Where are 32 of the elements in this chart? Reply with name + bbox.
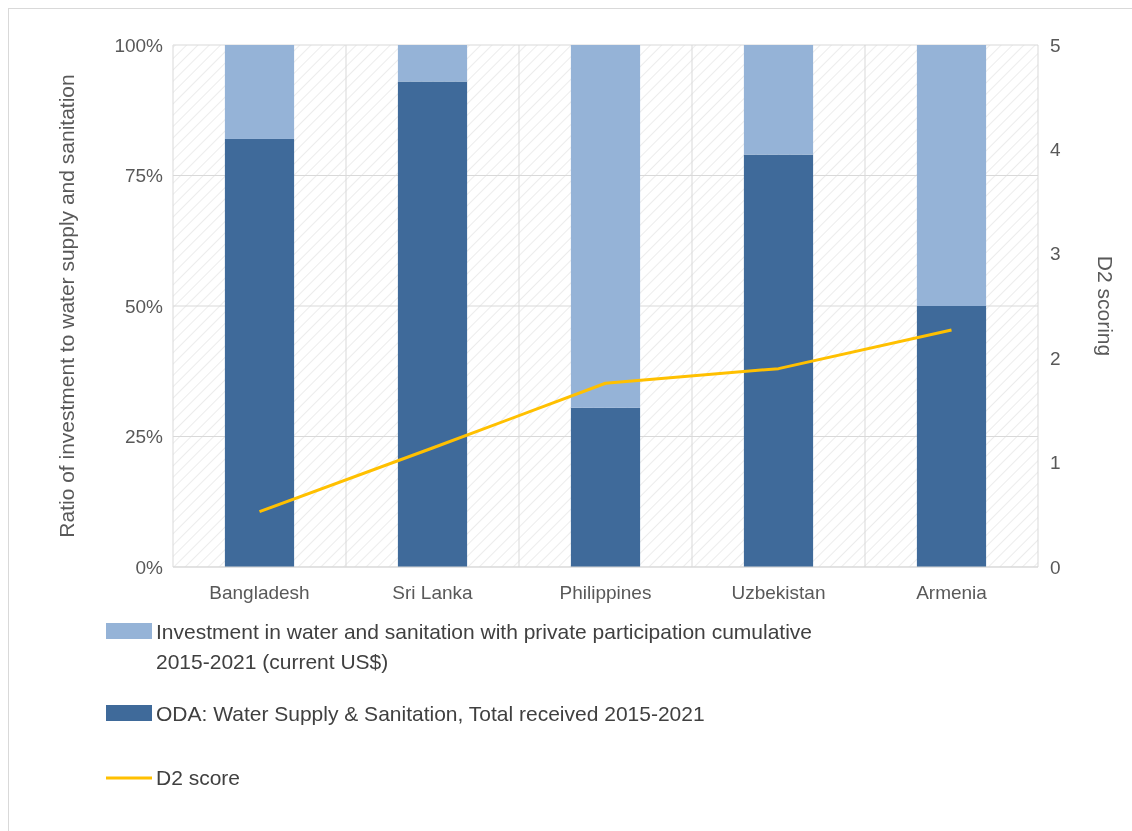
legend-label: Investment in water and sanitation with private participation cumulative 2015-2021 (current US$) [156, 620, 813, 673]
y2-tick-label: 3 [1050, 243, 1061, 265]
bar [570, 407, 641, 567]
bar [397, 81, 468, 567]
y2-tick-label: 4 [1050, 139, 1061, 161]
bar [397, 45, 468, 82]
x-tick-label: Sri Lanka [392, 582, 474, 603]
legend-label: D2 score [156, 766, 241, 789]
y-axis-title: Ratio of investment to water supply and sanitation [55, 74, 78, 538]
bar [743, 45, 814, 155]
bar [743, 154, 814, 567]
bar [916, 306, 987, 567]
x-tick-label: Armenia [916, 582, 988, 603]
y-tick-label: 0% [135, 556, 164, 578]
y2-tick-label: 2 [1050, 347, 1061, 369]
legend-label: ODA: Water Supply & Sanitation, Total received 2015-2021 [156, 702, 705, 725]
bar [224, 138, 295, 567]
line-series [258, 328, 953, 514]
y2-tick-label: 1 [1050, 452, 1061, 474]
x-tick-label: Philippines [559, 582, 652, 603]
y-tick-label: 50% [124, 295, 164, 317]
y-tick-label: 75% [124, 165, 164, 187]
y2-tick-label: 0 [1050, 556, 1061, 578]
x-tick-label: Bangladesh [209, 582, 310, 603]
y-tick-label: 100% [114, 34, 164, 56]
y2-tick-label: 5 [1050, 34, 1061, 56]
x-tick-label: Uzbekistan [731, 582, 826, 603]
y-tick-label: 25% [124, 426, 164, 448]
bar [224, 45, 295, 139]
y2-axis-title: D2 scoring [1094, 255, 1117, 357]
bar [570, 45, 641, 408]
bar [916, 45, 987, 306]
